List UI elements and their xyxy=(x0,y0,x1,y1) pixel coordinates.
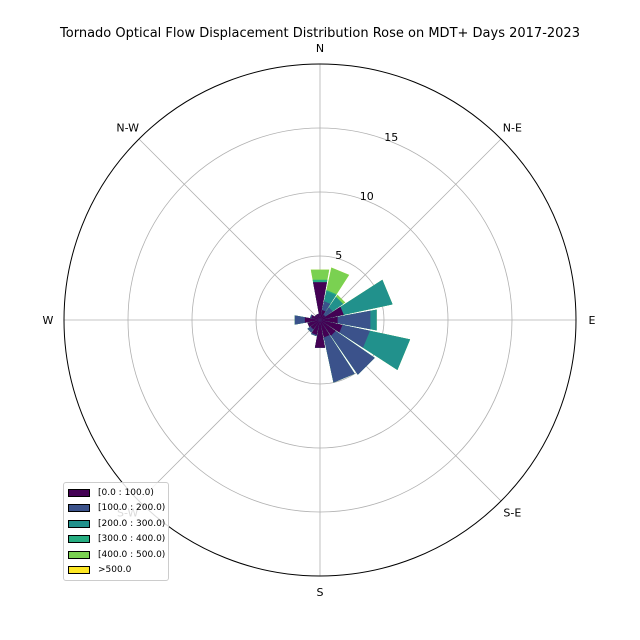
legend-item: [200.0 : 300.0) xyxy=(64,516,168,532)
legend-swatch xyxy=(68,550,90,559)
petal-ssw-bin0 xyxy=(311,320,320,336)
legend-item: [300.0 : 400.0) xyxy=(64,532,168,548)
petal-nnw-bin0 xyxy=(316,313,320,320)
petal-ene-bin0 xyxy=(320,306,344,320)
petal-n-bin0 xyxy=(313,282,327,320)
radial-tick-label: 10 xyxy=(360,190,374,203)
petals xyxy=(294,267,411,383)
direction-label: N-E xyxy=(503,122,522,135)
legend-label: [300.0 : 400.0) xyxy=(98,534,166,545)
petal-se-bin0 xyxy=(320,320,336,336)
direction-label: S xyxy=(317,586,324,599)
petal-wsw-bin0 xyxy=(307,320,320,327)
legend-label: [0.0 : 100.0) xyxy=(98,487,154,498)
petal-nw-bin0 xyxy=(314,314,320,320)
direction-label: E xyxy=(589,314,596,327)
chart-title: Tornado Optical Flow Displacement Distri… xyxy=(59,26,580,41)
petal-sse-bin1 xyxy=(320,320,355,383)
legend-label: [400.0 : 500.0) xyxy=(98,549,166,560)
petal-w-bin0 xyxy=(304,317,320,323)
petal-sse-bin0 xyxy=(320,320,330,338)
legend-swatch xyxy=(68,566,90,575)
legend-item: >500.0 xyxy=(64,563,168,579)
petal-nne-bin0 xyxy=(320,309,326,320)
direction-label: S-E xyxy=(503,506,521,519)
petal-e-bin0 xyxy=(320,316,338,324)
outer-frame xyxy=(63,63,577,577)
grid-spoke xyxy=(319,138,502,321)
direction-label: N xyxy=(316,42,324,55)
grid-spoke xyxy=(138,138,321,321)
legend: [0.0 : 100.0) [100.0 : 200.0) [200.0 : 300… xyxy=(63,482,169,581)
legend-item: [0.0 : 100.0) xyxy=(64,485,168,501)
radial-tick-label: 15 xyxy=(384,131,398,144)
legend-swatch xyxy=(68,488,90,497)
direction-label: N-W xyxy=(116,122,139,135)
petal-sw-bin0 xyxy=(310,320,320,330)
legend-swatch xyxy=(68,519,90,528)
petal-e-bin1 xyxy=(320,310,371,330)
petal-ese-bin0 xyxy=(320,320,343,333)
petal-ne-bin0 xyxy=(320,314,326,320)
legend-label: [100.0 : 200.0) xyxy=(98,503,166,514)
legend-swatch xyxy=(68,504,90,513)
legend-item: [400.0 : 500.0) xyxy=(64,547,168,563)
polar-grid xyxy=(63,63,577,577)
direction-label: W xyxy=(43,314,54,327)
legend-item: [100.0 : 200.0) xyxy=(64,501,168,517)
radial-tick-label: 5 xyxy=(335,249,342,262)
petal-wnw-bin0 xyxy=(311,315,320,320)
legend-swatch xyxy=(68,535,90,544)
grid-spoke xyxy=(138,319,321,502)
petal-s-bin0 xyxy=(314,320,326,348)
petal-se-bin1 xyxy=(320,320,375,375)
legend-label: [200.0 : 300.0) xyxy=(98,518,166,529)
legend-label: >500.0 xyxy=(98,565,132,576)
